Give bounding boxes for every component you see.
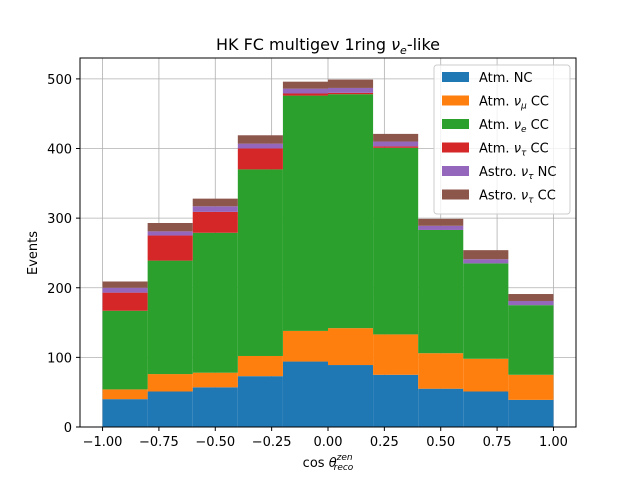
x-tick-label: −0.25 [252, 435, 292, 450]
bar-series-5-bin-8 [463, 250, 509, 260]
bar-series-4-bin-6 [373, 141, 419, 147]
bar-series-1-bin-9 [508, 374, 554, 400]
x-tick-label: −0.75 [139, 435, 179, 450]
bar-series-5-bin-5 [328, 79, 374, 88]
bar-series-1-bin-3 [237, 355, 283, 377]
legend-label-5: Astro. ντ CC [479, 189, 556, 206]
bar-series-4-bin-1 [147, 231, 193, 236]
bar-series-4-bin-5 [328, 87, 374, 93]
bar-series-1-bin-4 [282, 330, 328, 362]
bar-series-4-bin-8 [463, 259, 509, 264]
bar-series-2-bin-3 [237, 169, 283, 356]
x-tick-label: 0.00 [314, 435, 343, 450]
bar-series-3-bin-2 [192, 211, 238, 233]
bar-series-1-bin-1 [147, 374, 193, 392]
bar-series-2-bin-2 [192, 232, 238, 373]
bar-series-4-bin-4 [282, 88, 328, 94]
bar-series-5-bin-4 [282, 81, 328, 89]
bar-series-3-bin-4 [282, 93, 328, 96]
bar-series-0-bin-6 [373, 374, 419, 427]
bar-series-1-bin-6 [373, 334, 419, 375]
legend-label-2: Atm. νe CC [479, 118, 549, 135]
bar-series-2-bin-4 [282, 95, 328, 331]
bar-series-0-bin-2 [192, 387, 238, 427]
legend-label-4: Astro. ντ NC [479, 165, 556, 182]
bar-series-0-bin-4 [282, 361, 328, 427]
x-tick-label: 0.50 [426, 435, 455, 450]
y-tick-label: 100 [47, 351, 72, 366]
bar-series-1-bin-0 [102, 389, 148, 400]
legend-label-3: Atm. ντ CC [479, 142, 549, 159]
bar-series-1-bin-7 [418, 353, 464, 389]
x-tick-label: −0.50 [195, 435, 235, 450]
bar-series-2-bin-5 [328, 94, 374, 329]
bar-series-0-bin-1 [147, 391, 193, 427]
x-tick-label: −1.00 [83, 435, 123, 450]
bar-series-3-bin-5 [328, 92, 374, 95]
bar-series-0-bin-8 [463, 391, 509, 427]
bar-series-4-bin-0 [102, 287, 148, 293]
x-tick-label: 0.75 [483, 435, 512, 450]
bar-series-3-bin-6 [373, 146, 419, 148]
legend: Atm. NC Atm. νμ CC Atm. νe CC Atm. ντ CC Ast… [433, 64, 571, 215]
bar-series-5-bin-3 [237, 135, 283, 144]
legend-label-0: Atm. NC [479, 71, 533, 86]
bar-series-5-bin-6 [373, 133, 419, 142]
axis-ticks: −1.00 −0.75 −0.50 −0.25 0.00 0.25 0.50 0.75 1.00… [47, 73, 568, 450]
bar-series-2-bin-1 [147, 260, 193, 375]
bar-series-3-bin-0 [102, 292, 148, 311]
y-tick-label: 400 [47, 143, 72, 158]
bar-series-2-bin-0 [102, 310, 148, 390]
bar-series-4-bin-7 [418, 225, 464, 230]
bar-series-2-bin-6 [373, 147, 419, 335]
bar-series-1-bin-8 [463, 358, 509, 392]
legend-label-1: Atm. νμ CC [479, 95, 549, 112]
y-tick-label: 500 [47, 73, 72, 88]
bar-series-5-bin-2 [192, 198, 238, 207]
bar-series-4-bin-9 [508, 300, 554, 306]
y-tick-label: 0 [64, 421, 72, 436]
bar-series-4-bin-2 [192, 206, 238, 212]
legend-swatch-0 [442, 72, 469, 82]
bar-series-2-bin-9 [508, 305, 554, 375]
bar-series-5-bin-9 [508, 294, 554, 301]
legend-swatch-4 [442, 166, 469, 176]
y-tick-label: 200 [47, 282, 72, 297]
legend-swatch-1 [442, 95, 469, 106]
legend-swatch-3 [442, 142, 469, 153]
bar-series-3-bin-3 [237, 148, 283, 170]
bar-series-2-bin-8 [463, 263, 509, 359]
bar-series-2-bin-7 [418, 229, 464, 354]
bar-series-0-bin-5 [328, 365, 374, 427]
x-axis-label: cos θzen reco [303, 453, 354, 473]
histogram-bars [102, 79, 554, 427]
bar-series-1-bin-2 [192, 372, 238, 388]
y-axis-label: Events [26, 231, 41, 275]
bar-series-5-bin-0 [102, 281, 148, 288]
bar-series-1-bin-5 [328, 328, 374, 366]
bar-series-0-bin-0 [102, 399, 148, 427]
chart-title: HK FC multigev 1ring νe-like [216, 35, 440, 57]
legend-swatch-2 [442, 119, 469, 129]
x-tick-label: 1.00 [539, 435, 568, 450]
legend-swatch-5 [442, 189, 469, 200]
bar-series-5-bin-7 [418, 218, 464, 226]
bar-series-0-bin-3 [237, 376, 283, 427]
bar-series-3-bin-1 [147, 235, 193, 261]
bar-series-0-bin-7 [418, 388, 464, 427]
bar-series-4-bin-3 [237, 143, 283, 149]
bar-series-0-bin-9 [508, 399, 554, 427]
x-tick-label: 0.25 [370, 435, 399, 450]
bar-series-5-bin-1 [147, 223, 193, 232]
y-tick-label: 300 [47, 212, 72, 227]
